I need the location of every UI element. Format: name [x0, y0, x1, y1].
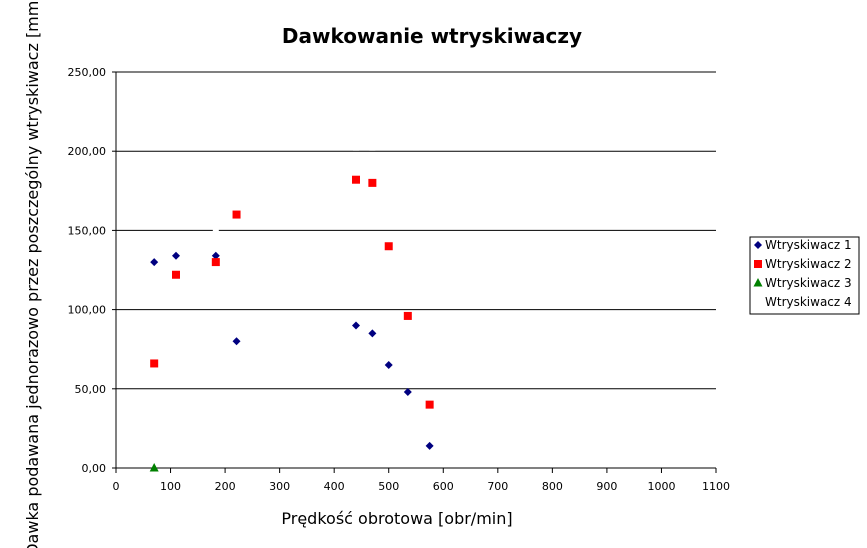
data-point-series-1	[425, 441, 434, 450]
data-point-series-1	[150, 258, 159, 267]
data-point-series-2	[211, 258, 220, 267]
legend-box	[749, 236, 860, 315]
legend-marker-1	[754, 241, 762, 249]
legend-label-1: Wtryskiwacz 1	[765, 238, 852, 252]
data-point-series-1	[172, 251, 180, 260]
x-tick-label: 600	[433, 480, 454, 493]
y-tick-label: 200,00	[68, 145, 107, 158]
data-point-series-2	[384, 242, 393, 251]
chart-title: Dawkowanie wtryskiwaczy	[282, 24, 582, 48]
y-tick-labels: 0,00 50,00 100,00 150,00 200,00 250,00	[68, 66, 107, 475]
data-point-series-1	[403, 387, 412, 396]
x-tick-label: 400	[324, 480, 345, 493]
x-tick-label: 900	[596, 480, 617, 493]
y-tick-label: 0,00	[82, 462, 107, 475]
data-point-series-1	[352, 321, 360, 330]
axes	[112, 71, 717, 473]
y-tick-label: 100,00	[68, 304, 107, 317]
data-point-series-1	[211, 251, 220, 260]
x-tick-label: 800	[542, 480, 563, 493]
y-axis-title: Dawka podawana jednorazowo przez poszcze…	[23, 0, 42, 548]
data-point-series-2	[425, 400, 434, 409]
x-tick-label: 300	[269, 480, 290, 493]
data-point-series-2	[150, 359, 159, 368]
data-point-series-2	[232, 210, 241, 219]
x-tick-label: 0	[113, 480, 120, 493]
x-tick-label: 200	[215, 480, 236, 493]
legend-marker-3	[753, 278, 763, 287]
y-tick-label: 150,00	[68, 224, 107, 237]
data-point-series-4	[212, 229, 219, 232]
data-point-series-2	[368, 178, 377, 187]
x-tick-label: 1100	[702, 480, 730, 493]
legend-label-2: Wtryskiwacz 2	[765, 257, 852, 271]
x-tick-label: 100	[160, 480, 181, 493]
x-tick-label: 1000	[647, 480, 675, 493]
data-point-series-2	[172, 270, 180, 279]
data-point-series-4	[369, 148, 376, 151]
x-tick-label: 700	[487, 480, 508, 493]
data-point-series-1	[368, 329, 377, 338]
data-point-series-1	[384, 361, 393, 370]
data-point-series-2	[352, 175, 360, 184]
legend-marker-2	[754, 260, 762, 268]
x-tick-label: 500	[378, 480, 399, 493]
data-point-series-4	[353, 148, 359, 151]
data-points	[149, 148, 434, 472]
legend-label-4: Wtryskiwacz 4	[765, 295, 852, 309]
x-tick-labels: 0 100 200 300 400 500 600 700 800 900 1000 1100	[113, 480, 731, 493]
y-tick-label: 250,00	[68, 66, 107, 79]
y-tick-label: 50,00	[75, 383, 107, 396]
legend: Wtryskiwacz 1 Wtryskiwacz 2 Wtryskiwacz 3 W…	[749, 236, 860, 315]
data-point-series-1	[232, 337, 241, 346]
x-axis-title: Prędkość obrotowa [obr/min]	[281, 509, 512, 528]
gridlines	[116, 71, 716, 390]
legend-label-3: Wtryskiwacz 3	[765, 276, 852, 290]
data-point-series-2	[403, 311, 412, 320]
data-point-series-3	[149, 463, 159, 472]
